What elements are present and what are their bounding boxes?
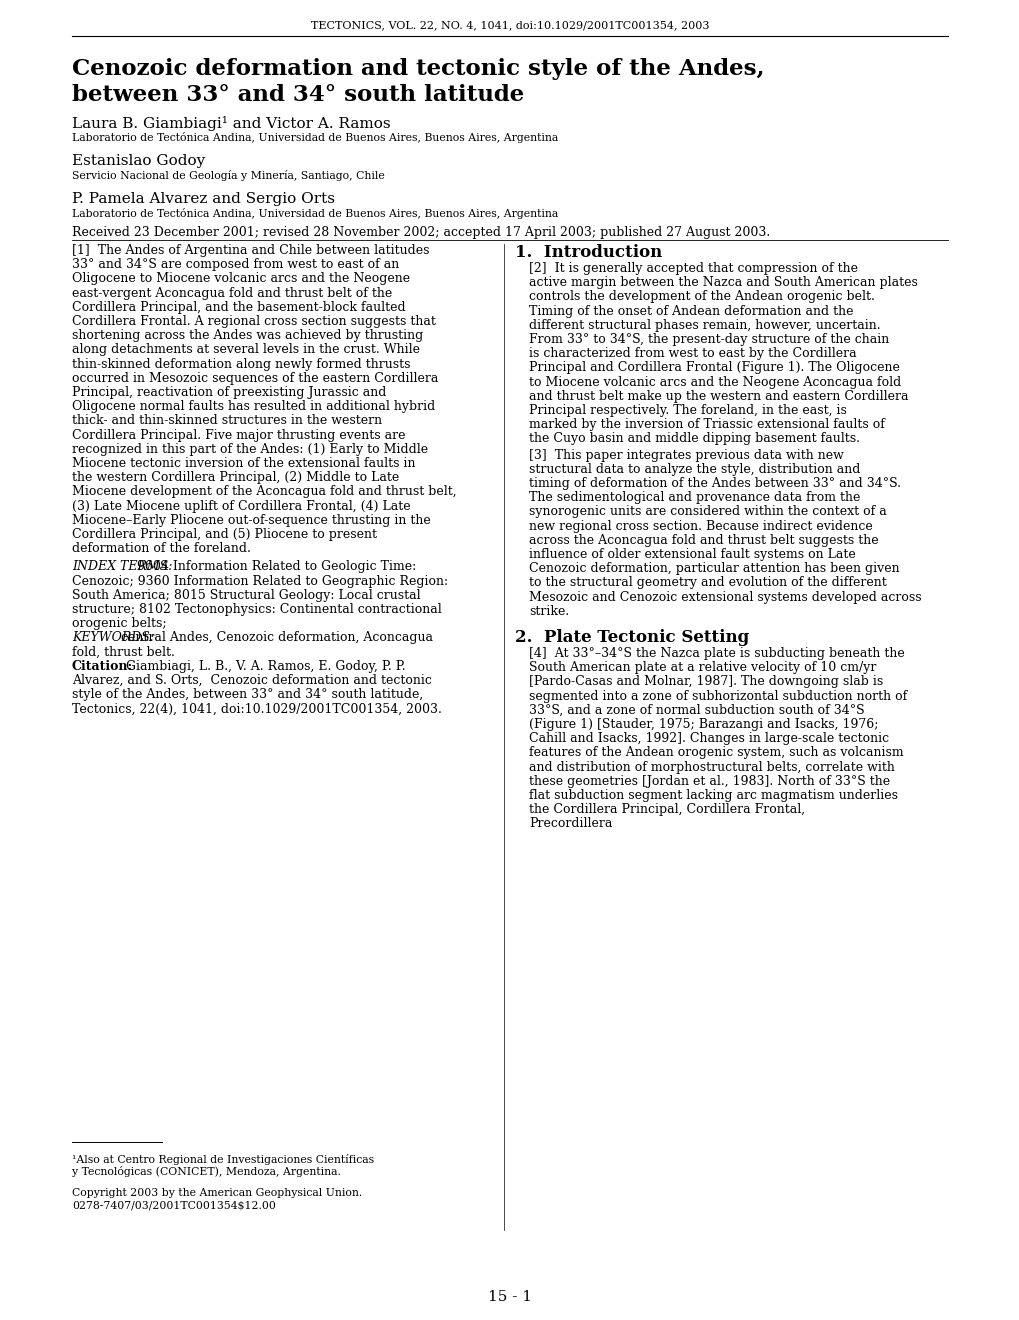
Text: segmented into a zone of subhorizontal subduction north of: segmented into a zone of subhorizontal s… bbox=[529, 689, 906, 702]
Text: 33°S, and a zone of normal subduction south of 34°S: 33°S, and a zone of normal subduction so… bbox=[529, 704, 864, 717]
Text: South American plate at a relative velocity of 10 cm/yr: South American plate at a relative veloc… bbox=[529, 661, 875, 675]
Text: The sedimentological and provenance data from the: The sedimentological and provenance data… bbox=[529, 491, 860, 504]
Text: thin-skinned deformation along newly formed thrusts: thin-skinned deformation along newly for… bbox=[72, 358, 410, 371]
Text: marked by the inversion of Triassic extensional faults of: marked by the inversion of Triassic exte… bbox=[529, 418, 884, 432]
Text: these geometries [Jordan et al., 1983]. North of 33°S the: these geometries [Jordan et al., 1983]. … bbox=[529, 775, 890, 788]
Text: is characterized from west to east by the Cordillera: is characterized from west to east by th… bbox=[529, 347, 856, 360]
Text: style of the Andes, between 33° and 34° south latitude,: style of the Andes, between 33° and 34° … bbox=[72, 688, 423, 701]
Text: 15 - 1: 15 - 1 bbox=[487, 1290, 532, 1304]
Text: (3) Late Miocene uplift of Cordillera Frontal, (4) Late: (3) Late Miocene uplift of Cordillera Fr… bbox=[72, 499, 411, 512]
Text: 1.  Introduction: 1. Introduction bbox=[515, 244, 661, 261]
Text: strike.: strike. bbox=[529, 605, 569, 618]
Text: structure; 8102 Tectonophysics: Continental contractional: structure; 8102 Tectonophysics: Continen… bbox=[72, 603, 441, 616]
Text: Principal and Cordillera Frontal (Figure 1). The Oligocene: Principal and Cordillera Frontal (Figure… bbox=[529, 362, 899, 375]
Text: ¹Also at Centro Regional de Investigaciones Científicas: ¹Also at Centro Regional de Investigacio… bbox=[72, 1154, 374, 1166]
Text: orogenic belts;: orogenic belts; bbox=[72, 618, 166, 630]
Text: Principal respectively. The foreland, in the east, is: Principal respectively. The foreland, in… bbox=[529, 404, 846, 417]
Text: Cordillera Principal. Five major thrusting events are: Cordillera Principal. Five major thrusti… bbox=[72, 429, 406, 442]
Text: thick- and thin-skinned structures in the western: thick- and thin-skinned structures in th… bbox=[72, 414, 382, 428]
Text: the Cordillera Principal, Cordillera Frontal,: the Cordillera Principal, Cordillera Fro… bbox=[529, 803, 804, 816]
Text: From 33° to 34°S, the present-day structure of the chain: From 33° to 34°S, the present-day struct… bbox=[529, 333, 889, 346]
Text: structural data to analyze the style, distribution and: structural data to analyze the style, di… bbox=[529, 463, 860, 475]
Text: Miocene development of the Aconcagua fold and thrust belt,: Miocene development of the Aconcagua fol… bbox=[72, 486, 457, 499]
Text: influence of older extensional fault systems on Late: influence of older extensional fault sys… bbox=[529, 548, 855, 561]
Text: the Cuyo basin and middle dipping basement faults.: the Cuyo basin and middle dipping baseme… bbox=[529, 433, 859, 445]
Text: Precordillera: Precordillera bbox=[529, 817, 611, 830]
Text: South America; 8015 Structural Geology: Local crustal: South America; 8015 Structural Geology: … bbox=[72, 589, 420, 602]
Text: KEYWORDS:: KEYWORDS: bbox=[72, 631, 154, 644]
Text: Oligocene normal faults has resulted in additional hybrid: Oligocene normal faults has resulted in … bbox=[72, 400, 435, 413]
Text: along detachments at several levels in the crust. While: along detachments at several levels in t… bbox=[72, 343, 420, 356]
Text: Laboratorio de Tectónica Andina, Universidad de Buenos Aires, Buenos Aires, Arge: Laboratorio de Tectónica Andina, Univers… bbox=[72, 209, 557, 219]
Text: the western Cordillera Principal, (2) Middle to Late: the western Cordillera Principal, (2) Mi… bbox=[72, 471, 398, 484]
Text: Cordillera Frontal. A regional cross section suggests that: Cordillera Frontal. A regional cross sec… bbox=[72, 315, 435, 327]
Text: synorogenic units are considered within the context of a: synorogenic units are considered within … bbox=[529, 506, 886, 519]
Text: [1]  The Andes of Argentina and Chile between latitudes: [1] The Andes of Argentina and Chile bet… bbox=[72, 244, 429, 257]
Text: occurred in Mesozoic sequences of the eastern Cordillera: occurred in Mesozoic sequences of the ea… bbox=[72, 372, 438, 385]
Text: deformation of the foreland.: deformation of the foreland. bbox=[72, 543, 251, 556]
Text: Timing of the onset of Andean deformation and the: Timing of the onset of Andean deformatio… bbox=[529, 305, 853, 318]
Text: Oligocene to Miocene volcanic arcs and the Neogene: Oligocene to Miocene volcanic arcs and t… bbox=[72, 272, 410, 285]
Text: shortening across the Andes was achieved by thrusting: shortening across the Andes was achieved… bbox=[72, 329, 423, 342]
Text: different structural phases remain, however, uncertain.: different structural phases remain, howe… bbox=[529, 319, 879, 331]
Text: Estanislao Godoy: Estanislao Godoy bbox=[72, 154, 205, 168]
Text: 2.  Plate Tectonic Setting: 2. Plate Tectonic Setting bbox=[515, 630, 749, 645]
Text: Received 23 December 2001; revised 28 November 2002; accepted 17 April 2003; pub: Received 23 December 2001; revised 28 No… bbox=[72, 226, 769, 239]
Text: east-vergent Aconcagua fold and thrust belt of the: east-vergent Aconcagua fold and thrust b… bbox=[72, 286, 392, 300]
Text: (Figure 1) [Stauder, 1975; Barazangi and Isacks, 1976;: (Figure 1) [Stauder, 1975; Barazangi and… bbox=[529, 718, 877, 731]
Text: Miocene tectonic inversion of the extensional faults in: Miocene tectonic inversion of the extens… bbox=[72, 457, 415, 470]
Text: active margin between the Nazca and South American plates: active margin between the Nazca and Sout… bbox=[529, 276, 917, 289]
Text: Laboratorio de Tectónica Andina, Universidad de Buenos Aires, Buenos Aires, Arge: Laboratorio de Tectónica Andina, Univers… bbox=[72, 132, 557, 143]
Text: y Tecnológicas (CONICET), Mendoza, Argentina.: y Tecnológicas (CONICET), Mendoza, Argen… bbox=[72, 1166, 340, 1177]
Text: central Andes, Cenozoic deformation, Aconcagua: central Andes, Cenozoic deformation, Aco… bbox=[117, 631, 433, 644]
Text: [2]  It is generally accepted that compression of the: [2] It is generally accepted that compre… bbox=[529, 261, 857, 275]
Text: INDEX TERMS:: INDEX TERMS: bbox=[72, 561, 172, 573]
Text: Cahill and Isacks, 1992]. Changes in large-scale tectonic: Cahill and Isacks, 1992]. Changes in lar… bbox=[529, 733, 889, 746]
Text: Cenozoic deformation and tectonic style of the Andes,: Cenozoic deformation and tectonic style … bbox=[72, 58, 764, 81]
Text: Cenozoic; 9360 Information Related to Geographic Region:: Cenozoic; 9360 Information Related to Ge… bbox=[72, 574, 447, 587]
Text: to the structural geometry and evolution of the different: to the structural geometry and evolution… bbox=[529, 577, 886, 590]
Text: fold, thrust belt.: fold, thrust belt. bbox=[72, 645, 174, 659]
Text: features of the Andean orogenic system, such as volcanism: features of the Andean orogenic system, … bbox=[529, 746, 903, 759]
Text: Tectonics, 22(4), 1041, doi:10.1029/2001TC001354, 2003.: Tectonics, 22(4), 1041, doi:10.1029/2001… bbox=[72, 702, 441, 715]
Text: Alvarez, and S. Orts,  Cenozoic deformation and tectonic: Alvarez, and S. Orts, Cenozoic deformati… bbox=[72, 675, 431, 686]
Text: Laura B. Giambiagi¹ and Victor A. Ramos: Laura B. Giambiagi¹ and Victor A. Ramos bbox=[72, 116, 390, 131]
Text: Giambiagi, L. B., V. A. Ramos, E. Godoy, P. P.: Giambiagi, L. B., V. A. Ramos, E. Godoy,… bbox=[122, 660, 406, 673]
Text: and thrust belt make up the western and eastern Cordillera: and thrust belt make up the western and … bbox=[529, 389, 908, 403]
Text: Cenozoic deformation, particular attention has been given: Cenozoic deformation, particular attenti… bbox=[529, 562, 899, 576]
Text: [Pardo-Casas and Molnar, 1987]. The downgoing slab is: [Pardo-Casas and Molnar, 1987]. The down… bbox=[529, 676, 882, 689]
Text: Copyright 2003 by the American Geophysical Union.: Copyright 2003 by the American Geophysic… bbox=[72, 1188, 362, 1199]
Text: controls the development of the Andean orogenic belt.: controls the development of the Andean o… bbox=[529, 290, 874, 304]
Text: new regional cross section. Because indirect evidence: new regional cross section. Because indi… bbox=[529, 520, 872, 532]
Text: to Miocene volcanic arcs and the Neogene Aconcagua fold: to Miocene volcanic arcs and the Neogene… bbox=[529, 376, 901, 388]
Text: timing of deformation of the Andes between 33° and 34°S.: timing of deformation of the Andes betwe… bbox=[529, 477, 900, 490]
Text: [3]  This paper integrates previous data with new: [3] This paper integrates previous data … bbox=[529, 449, 843, 462]
Text: Principal, reactivation of preexisting Jurassic and: Principal, reactivation of preexisting J… bbox=[72, 385, 386, 399]
Text: P. Pamela Alvarez and Sergio Orts: P. Pamela Alvarez and Sergio Orts bbox=[72, 191, 334, 206]
Text: 33° and 34°S are composed from west to east of an: 33° and 34°S are composed from west to e… bbox=[72, 259, 398, 271]
Text: Cordillera Principal, and the basement-block faulted: Cordillera Principal, and the basement-b… bbox=[72, 301, 406, 314]
Text: Cordillera Principal, and (5) Pliocene to present: Cordillera Principal, and (5) Pliocene t… bbox=[72, 528, 377, 541]
Text: across the Aconcagua fold and thrust belt suggests the: across the Aconcagua fold and thrust bel… bbox=[529, 533, 877, 546]
Text: [4]  At 33°–34°S the Nazca plate is subducting beneath the: [4] At 33°–34°S the Nazca plate is subdu… bbox=[529, 647, 904, 660]
Text: Citation:: Citation: bbox=[72, 660, 133, 673]
Text: Miocene–Early Pliocene out-of-sequence thrusting in the: Miocene–Early Pliocene out-of-sequence t… bbox=[72, 513, 430, 527]
Text: flat subduction segment lacking arc magmatism underlies: flat subduction segment lacking arc magm… bbox=[529, 789, 897, 803]
Text: 0278-7407/03/2001TC001354$12.00: 0278-7407/03/2001TC001354$12.00 bbox=[72, 1200, 275, 1210]
Text: TECTONICS, VOL. 22, NO. 4, 1041, doi:10.1029/2001TC001354, 2003: TECTONICS, VOL. 22, NO. 4, 1041, doi:10.… bbox=[311, 20, 708, 30]
Text: Mesozoic and Cenozoic extensional systems developed across: Mesozoic and Cenozoic extensional system… bbox=[529, 590, 921, 603]
Text: recognized in this part of the Andes: (1) Early to Middle: recognized in this part of the Andes: (1… bbox=[72, 442, 428, 455]
Text: between 33° and 34° south latitude: between 33° and 34° south latitude bbox=[72, 84, 524, 106]
Text: 9604 Information Related to Geologic Time:: 9604 Information Related to Geologic Tim… bbox=[132, 561, 416, 573]
Text: Servicio Nacional de Geología y Minería, Santiago, Chile: Servicio Nacional de Geología y Minería,… bbox=[72, 170, 384, 181]
Text: and distribution of morphostructural belts, correlate with: and distribution of morphostructural bel… bbox=[529, 760, 894, 774]
